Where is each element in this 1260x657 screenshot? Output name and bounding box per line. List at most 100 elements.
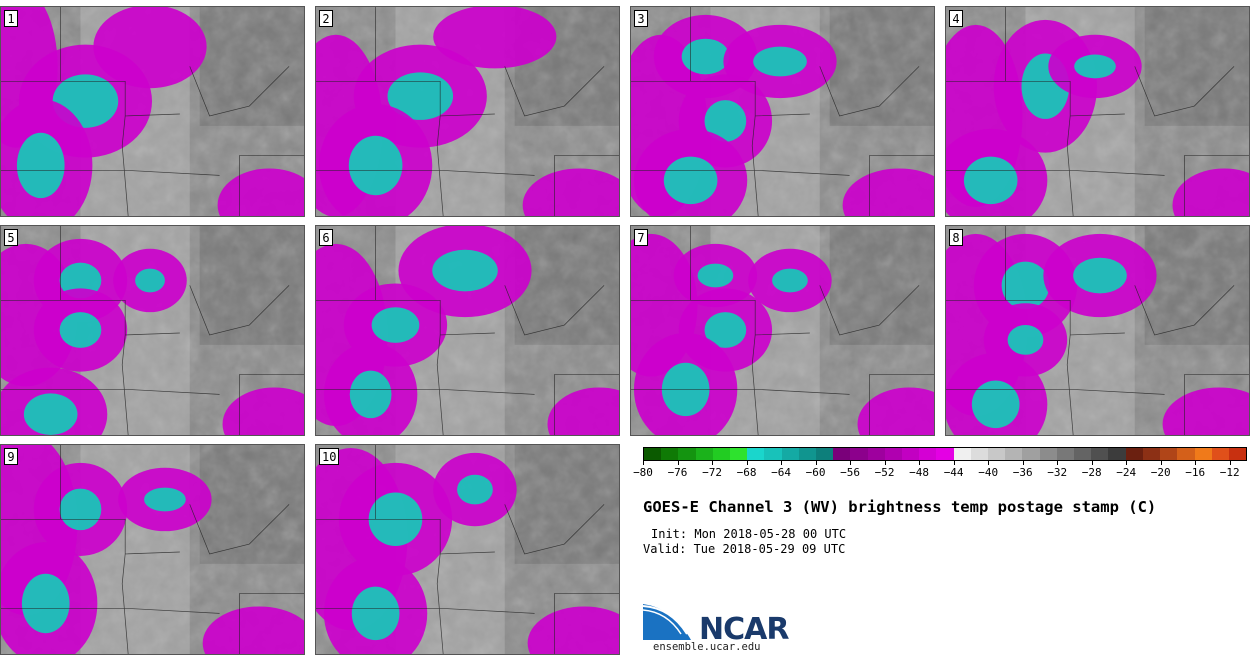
wv-map-icon [631,7,934,216]
colorbar-segment [730,448,748,460]
colorbar-tick [643,461,644,465]
colorbar-segment [936,448,954,460]
colorbar-tick [712,461,714,465]
postage-stamp-3: 3 [630,6,935,217]
colorbar-segment [1211,448,1229,460]
colorbar-segment [1125,448,1143,460]
colorbar-tick [1091,461,1093,465]
colorbar-segment [850,448,868,460]
postage-stamp-2: 2 [315,6,620,217]
wv-map-icon [946,226,1249,435]
colorbar-tick [884,461,886,465]
colorbar-tick [850,461,852,465]
postage-stamp-9: 9 [0,444,305,655]
colorbar-segment [919,448,937,460]
colorbar-tick-label: −32 [1047,466,1068,479]
colorbar-tick-label: −60 [805,466,826,479]
wv-map-icon [631,226,934,435]
colorbar-segment [1039,448,1057,460]
colorbar-tick-label: −56 [840,466,861,479]
colorbar-segment [1160,448,1178,460]
colorbar-tick [1126,461,1128,465]
colorbar-tick-label: −40 [978,466,999,479]
colorbar-tick-label: −64 [771,466,791,479]
colorbar-segment [1108,448,1126,460]
colorbar-tick-label: −12 [1219,466,1240,479]
postage-stamp-6: 6 [315,225,620,436]
colorbar-tick-label: −44 [943,466,964,479]
colorbar-segment [867,448,885,460]
colorbar-tick-label: −48 [909,466,930,479]
colorbar-segment [833,448,851,460]
colorbar-segment [644,448,662,460]
stamp-label: 4 [949,10,963,27]
colorbar-segment [1091,448,1109,460]
colorbar-tick [1022,461,1024,465]
colorbar-tick-label: −76 [667,466,688,479]
colorbar-segment [816,448,834,460]
colorbar-tick [781,461,783,465]
colorbar [643,447,1247,461]
colorbar-segment [1142,448,1161,460]
colorbar-segment [988,448,1006,460]
ncar-logo-icon [643,604,691,640]
colorbar-segment [1194,448,1212,460]
colorbar-segment [781,448,799,460]
colorbar-segment [747,448,765,460]
plot-title: GOES-E Channel 3 (WV) brightness temp po… [643,498,1157,516]
colorbar-segment [798,448,817,460]
colorbar-segment [678,448,696,460]
postage-stamp-7: 7 [630,225,935,436]
colorbar-tick [988,461,990,465]
stamp-label: 1 [4,10,18,27]
colorbar-tick [1057,461,1059,465]
colorbar-tick [953,461,955,465]
postage-stamp-8: 8 [945,225,1250,436]
wv-map-icon [1,445,304,654]
wv-map-icon [1,7,304,216]
stamp-label: 10 [319,448,340,465]
colorbar-segment [1005,448,1023,460]
colorbar-segment [902,448,920,460]
colorbar-segment [661,448,679,460]
colorbar-segment [1228,448,1247,460]
colorbar-segment [1074,448,1092,460]
wv-map-icon [946,7,1249,216]
colorbar-segment [953,448,971,460]
colorbar-tick-label: −80 [633,466,653,479]
stamp-label: 3 [634,10,648,27]
stamp-label: 2 [319,10,333,27]
colorbar-tick-label: −52 [874,466,895,479]
colorbar-tick [1160,461,1162,465]
colorbar-tick-label: −20 [1150,466,1171,479]
colorbar-segment [1177,448,1195,460]
colorbar-tick [919,461,921,465]
postage-stamp-1: 1 [0,6,305,217]
stamp-label: 7 [634,229,648,246]
colorbar-segment [695,448,713,460]
colorbar-tick-label: −16 [1185,466,1206,479]
colorbar-tick-label: −24 [1116,466,1137,479]
colorbar-tick [1195,461,1197,465]
stamp-label: 5 [4,229,18,246]
wv-map-icon [1,226,304,435]
colorbar-ticks: −80 −76 −72 −68 −64 −60 −56 −52 −48 −44 −40 −36 −32−… [633,461,1247,483]
colorbar-segment [1056,448,1075,460]
stamp-label: 8 [949,229,963,246]
colorbar-tick-label: −28 [1081,466,1102,479]
colorbar-tick-label: −72 [702,466,722,479]
colorbar-segment [764,448,782,460]
valid-time: Valid: Tue 2018-05-29 09 UTC [643,542,846,556]
logo-text: NCAR [699,612,789,647]
colorbar-tick-label: −36 [1012,466,1033,479]
colorbar-segment [1022,448,1040,460]
colorbar-segment [712,448,731,460]
colorbar-tick [815,461,817,465]
stamp-label: 9 [4,448,18,465]
stamp-label: 6 [319,229,333,246]
postage-stamp-5: 5 [0,225,305,436]
colorbar-segment [970,448,989,460]
colorbar-tick [746,461,748,465]
wv-map-icon [316,445,619,654]
init-time: Init: Mon 2018-05-28 00 UTC [651,527,847,541]
